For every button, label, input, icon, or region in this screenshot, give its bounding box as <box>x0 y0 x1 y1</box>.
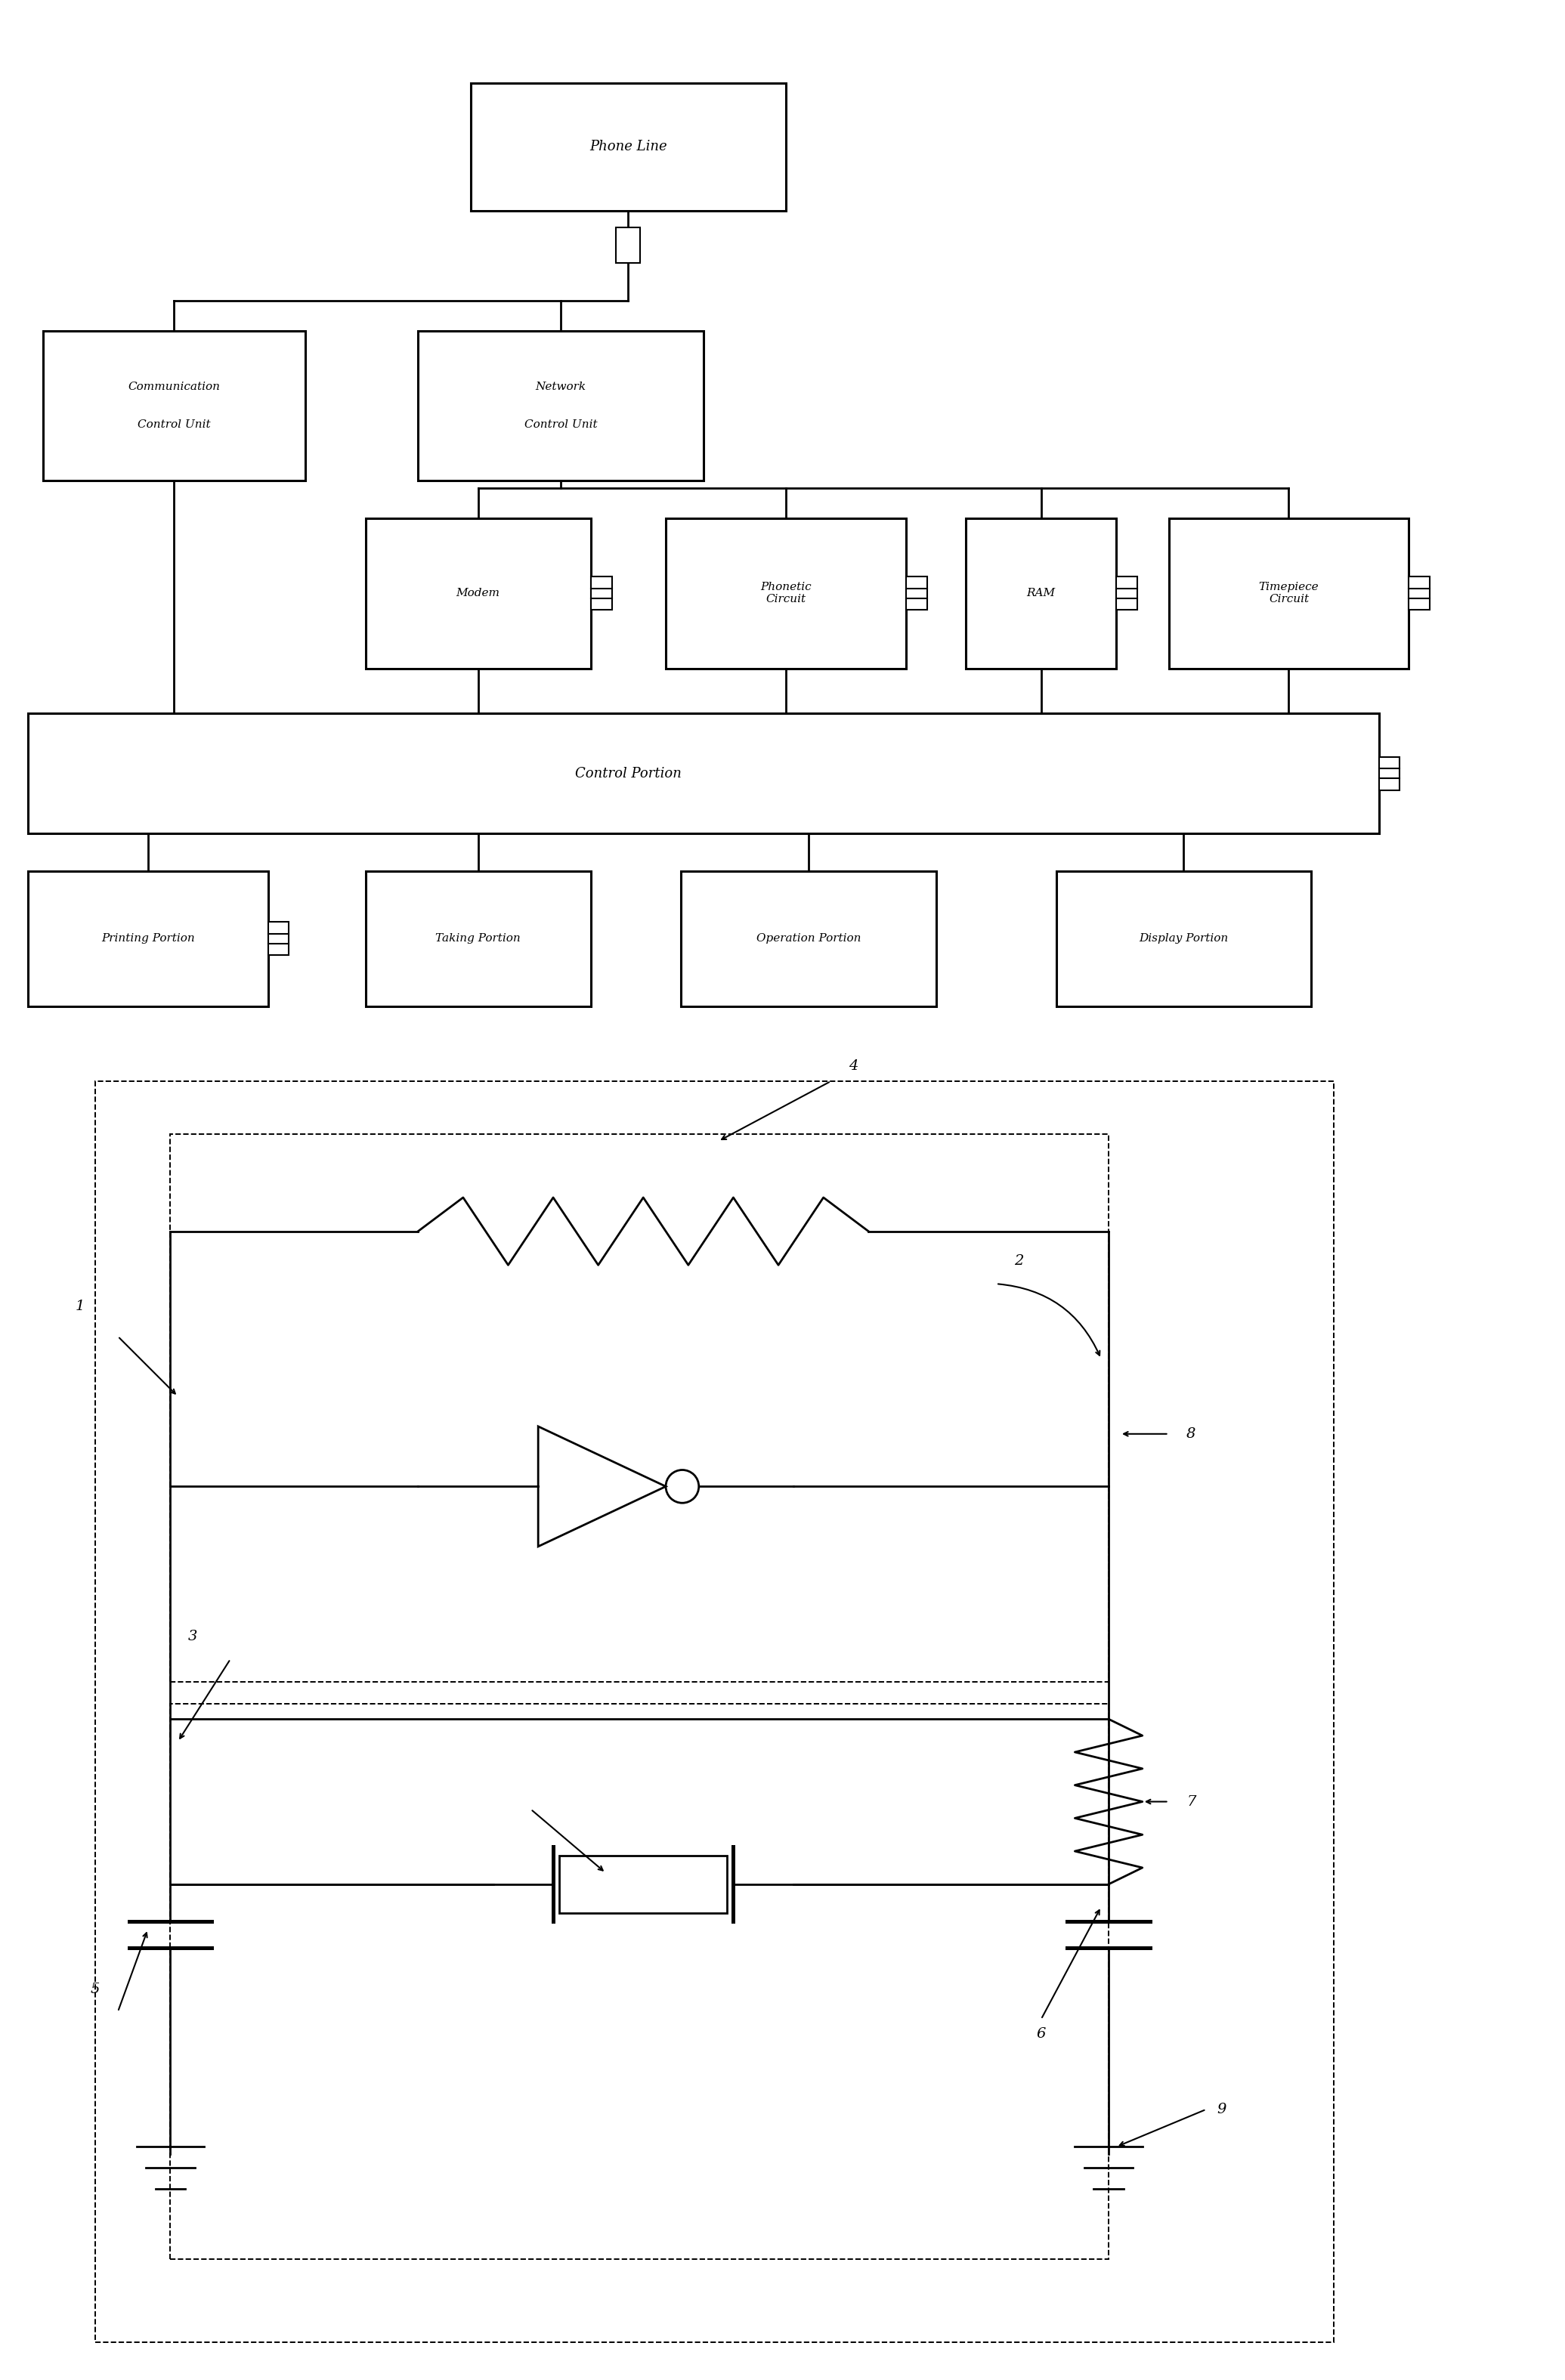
Text: 2: 2 <box>1014 1254 1024 1269</box>
Text: Phone Line: Phone Line <box>590 140 667 155</box>
Text: Control Unit: Control Unit <box>524 419 598 431</box>
Bar <box>366 519 590 669</box>
Bar <box>559 1856 728 1914</box>
Bar <box>590 576 612 609</box>
Bar <box>95 1081 1333 2342</box>
Bar <box>418 331 703 481</box>
Text: 6: 6 <box>1036 2028 1045 2042</box>
Text: 8: 8 <box>1186 1428 1196 1440</box>
Text: Display Portion: Display Portion <box>1139 933 1229 945</box>
Text: RAM: RAM <box>1027 588 1055 600</box>
Text: 1: 1 <box>75 1299 85 1314</box>
Bar <box>966 519 1116 669</box>
Bar <box>906 576 926 609</box>
Text: 9: 9 <box>1216 2102 1225 2116</box>
Bar <box>1379 757 1399 790</box>
Text: 5: 5 <box>91 1983 100 1997</box>
Text: Control Portion: Control Portion <box>574 766 681 781</box>
Text: Phonetic
Circuit: Phonetic Circuit <box>761 583 811 605</box>
Bar <box>42 331 305 481</box>
Bar <box>171 1133 1108 1683</box>
Bar <box>366 871 590 1007</box>
Text: 3: 3 <box>188 1630 197 1642</box>
Text: Printing Portion: Printing Portion <box>102 933 194 945</box>
Bar <box>1056 871 1311 1007</box>
Bar <box>1116 576 1138 609</box>
Bar <box>28 714 1379 833</box>
Text: Network: Network <box>535 381 585 393</box>
Text: Communication: Communication <box>128 381 221 393</box>
Text: Control Unit: Control Unit <box>138 419 211 431</box>
Text: Operation Portion: Operation Portion <box>756 933 861 945</box>
Bar <box>28 871 268 1007</box>
Bar <box>1409 576 1430 609</box>
Text: Timepiece
Circuit: Timepiece Circuit <box>1258 583 1319 605</box>
Text: 4: 4 <box>848 1059 858 1073</box>
Text: Modem: Modem <box>457 588 501 600</box>
Bar <box>171 1704 1108 2259</box>
Bar <box>471 83 786 209</box>
Bar <box>617 226 640 264</box>
Bar <box>268 921 290 954</box>
Text: Taking Portion: Taking Portion <box>435 933 521 945</box>
Bar <box>1169 519 1409 669</box>
Bar <box>681 871 936 1007</box>
Text: 7: 7 <box>1186 1795 1196 1809</box>
Bar <box>665 519 906 669</box>
